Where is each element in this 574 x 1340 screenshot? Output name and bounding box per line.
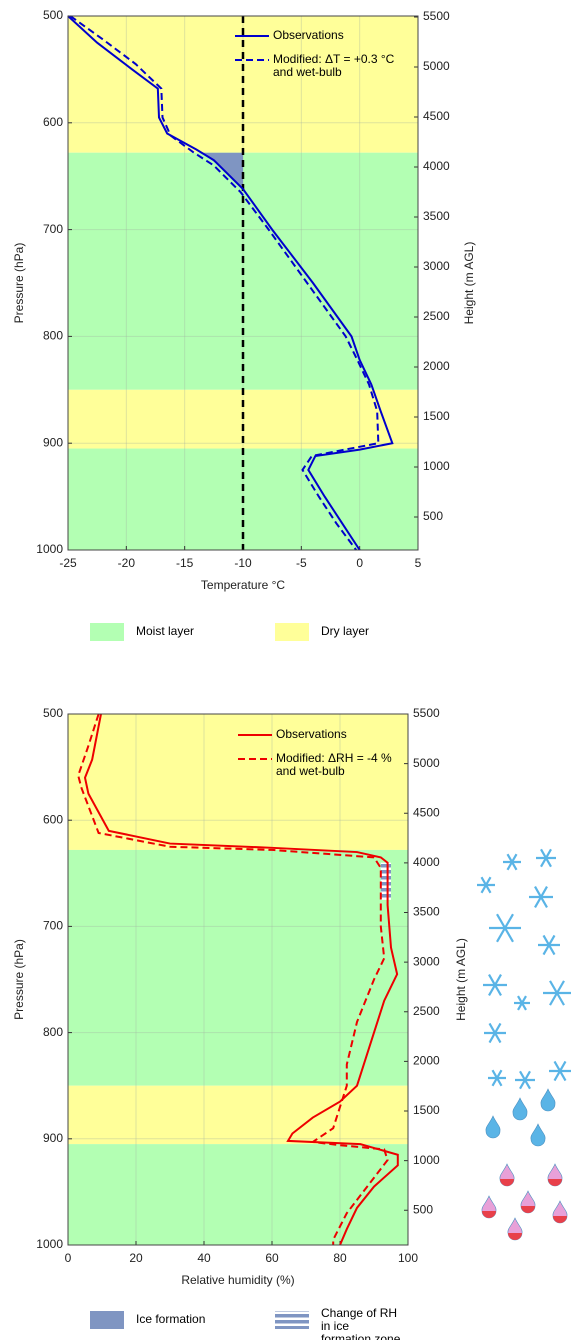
x-tick-label: -10 <box>234 556 252 570</box>
y-tick-label: 800 <box>43 1025 63 1039</box>
y2-tick-label: 2500 <box>413 1004 440 1018</box>
page: -25-20-15-10-505500600700800900100050010… <box>0 0 574 1340</box>
y2-tick-label: 3000 <box>423 259 450 273</box>
y2-tick-label: 500 <box>413 1202 433 1216</box>
drop-icon-tip <box>548 1179 562 1186</box>
x-axis-label: Relative humidity (%) <box>181 1273 294 1287</box>
y2-tick-label: 3000 <box>413 954 440 968</box>
drop-icon-tip <box>482 1211 496 1218</box>
y-tick-label: 1000 <box>36 1237 63 1251</box>
y2-tick-label: 2000 <box>423 359 450 373</box>
legend-label: Change of RH in ice formation zone <box>321 1307 401 1340</box>
y2-tick-label: 3500 <box>413 905 440 919</box>
y2-tick-label: 1500 <box>413 1103 440 1117</box>
y2-axis-label: Height (m AGL) <box>454 938 468 1021</box>
drop-icon-tip <box>521 1206 535 1213</box>
x-tick-label: 80 <box>333 1251 347 1265</box>
drop-icon-tip <box>508 1233 522 1240</box>
legend-box <box>275 1311 309 1329</box>
drop-icon <box>541 1089 555 1111</box>
y-tick-label: 600 <box>43 812 63 826</box>
legend-label: Observations <box>273 29 405 42</box>
x-tick-label: 60 <box>265 1251 279 1265</box>
layer-band <box>68 1144 408 1245</box>
legend-label: Ice formation <box>136 1313 216 1326</box>
x-tick-label: -20 <box>118 556 136 570</box>
y2-tick-label: 2000 <box>413 1054 440 1068</box>
y-tick-label: 500 <box>43 8 63 22</box>
y-tick-label: 500 <box>43 706 63 720</box>
x-tick-label: 5 <box>415 556 422 570</box>
x-tick-label: 0 <box>65 1251 72 1265</box>
y2-tick-label: 1500 <box>423 409 450 423</box>
y2-tick-label: 1000 <box>413 1153 440 1167</box>
y2-axis-label: Height (m AGL) <box>462 242 476 325</box>
drop-icon-tip <box>500 1179 514 1186</box>
y-tick-label: 700 <box>43 919 63 933</box>
drop-icon-tip <box>553 1216 567 1223</box>
drop-icon <box>486 1116 500 1138</box>
y2-tick-label: 5500 <box>423 9 450 23</box>
y-axis-label: Pressure (hPa) <box>12 243 26 324</box>
y2-tick-label: 2500 <box>423 309 450 323</box>
legend-label: Modified: ΔRH = -4 % and wet-bulb <box>276 752 408 778</box>
x-axis-label: Temperature °C <box>201 578 285 592</box>
x-tick-label: -25 <box>59 556 77 570</box>
x-tick-label: -5 <box>296 556 307 570</box>
legend-label: Moist layer <box>136 625 216 638</box>
legend-label: Observations <box>276 728 408 741</box>
legend-label: Modified: ΔT = +0.3 °C and wet-bulb <box>273 53 405 79</box>
y2-tick-label: 4000 <box>423 159 450 173</box>
legend-label: Dry layer <box>321 625 401 638</box>
x-tick-label: 20 <box>129 1251 143 1265</box>
y2-tick-label: 4000 <box>413 855 440 869</box>
y2-tick-label: 3500 <box>423 209 450 223</box>
drop-icon <box>531 1124 545 1146</box>
legend-box <box>90 1311 124 1329</box>
rh-change-zone <box>381 863 391 900</box>
y-tick-label: 900 <box>43 1131 63 1145</box>
layer-band <box>68 1086 408 1144</box>
y2-tick-label: 5000 <box>413 756 440 770</box>
y2-tick-label: 1000 <box>423 459 450 473</box>
layer-band <box>68 850 408 1086</box>
x-tick-label: 0 <box>356 556 363 570</box>
x-tick-label: 40 <box>197 1251 211 1265</box>
y2-tick-label: 4500 <box>423 109 450 123</box>
y-tick-label: 800 <box>43 329 63 343</box>
y2-tick-label: 4500 <box>413 805 440 819</box>
x-tick-label: -15 <box>176 556 194 570</box>
y-axis-label: Pressure (hPa) <box>12 939 26 1020</box>
y-tick-label: 1000 <box>36 542 63 556</box>
y2-tick-label: 5500 <box>413 706 440 720</box>
y-tick-label: 900 <box>43 435 63 449</box>
legend-box <box>90 623 124 641</box>
y2-tick-label: 5000 <box>423 59 450 73</box>
drop-icon <box>513 1098 527 1120</box>
figure: -25-20-15-10-505500600700800900100050010… <box>0 0 574 1340</box>
y-tick-label: 600 <box>43 115 63 129</box>
x-tick-label: 100 <box>398 1251 418 1265</box>
y-tick-label: 700 <box>43 222 63 236</box>
legend-box <box>275 623 309 641</box>
y2-tick-label: 500 <box>423 509 443 523</box>
